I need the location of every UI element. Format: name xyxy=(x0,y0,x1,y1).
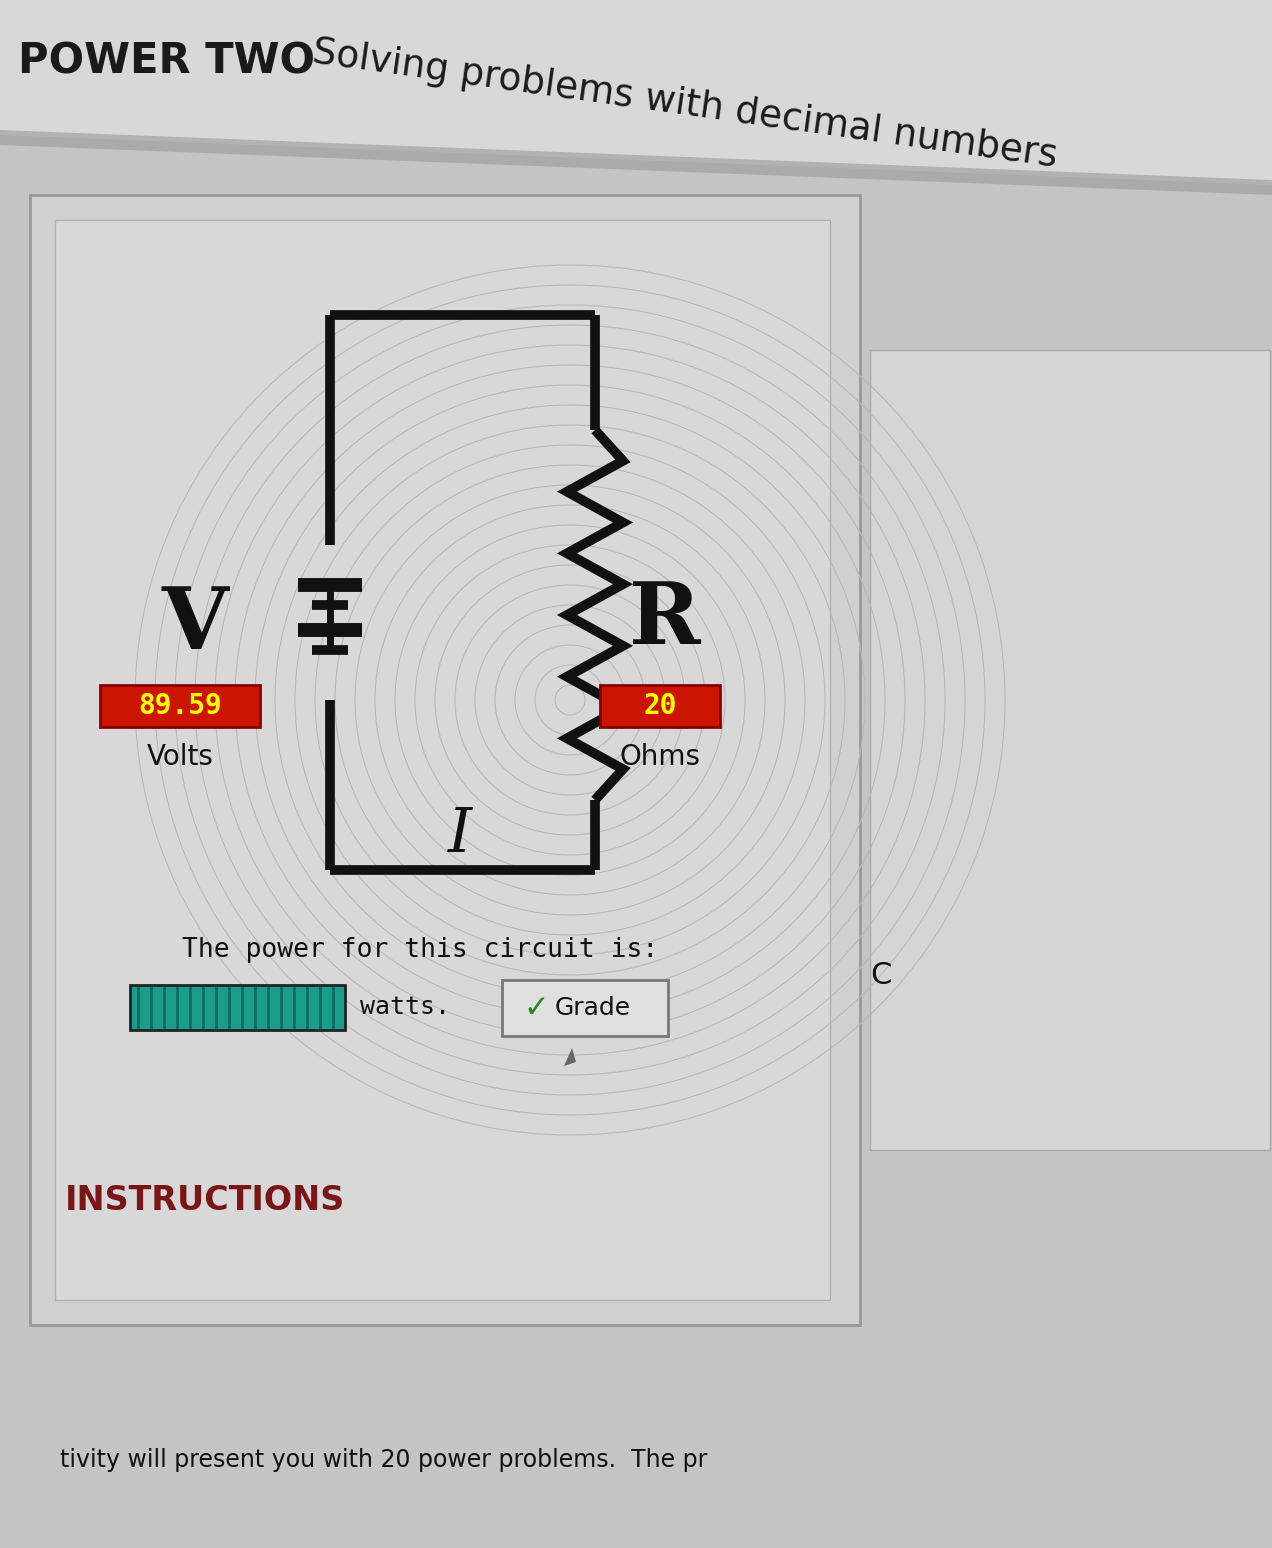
Text: watts.: watts. xyxy=(360,995,450,1020)
FancyBboxPatch shape xyxy=(870,350,1269,1150)
Text: Volts: Volts xyxy=(146,743,214,771)
Polygon shape xyxy=(0,0,1272,186)
Text: I: I xyxy=(448,805,472,865)
Text: INSTRUCTIONS: INSTRUCTIONS xyxy=(65,1184,345,1217)
FancyBboxPatch shape xyxy=(502,980,668,1036)
Text: Ohms: Ohms xyxy=(619,743,701,771)
Text: POWER TWO: POWER TWO xyxy=(18,40,315,84)
Text: 89.59: 89.59 xyxy=(139,692,221,720)
Text: 20: 20 xyxy=(644,692,677,720)
Polygon shape xyxy=(563,1048,576,1067)
Polygon shape xyxy=(0,130,1272,195)
Text: C: C xyxy=(870,960,892,989)
Text: The power for this circuit is:: The power for this circuit is: xyxy=(182,937,658,963)
Text: tivity will present you with 20 power problems.  The pr: tivity will present you with 20 power pr… xyxy=(0,1447,707,1472)
Text: ✓: ✓ xyxy=(523,994,548,1023)
Text: Grade: Grade xyxy=(555,995,631,1020)
Text: R: R xyxy=(630,577,701,663)
Text: Solving problems with decimal numbers: Solving problems with decimal numbers xyxy=(310,36,1060,175)
FancyBboxPatch shape xyxy=(600,686,720,728)
FancyBboxPatch shape xyxy=(55,220,831,1300)
FancyBboxPatch shape xyxy=(100,686,259,728)
Text: V: V xyxy=(162,584,229,667)
FancyBboxPatch shape xyxy=(31,195,860,1325)
FancyBboxPatch shape xyxy=(130,985,345,1029)
